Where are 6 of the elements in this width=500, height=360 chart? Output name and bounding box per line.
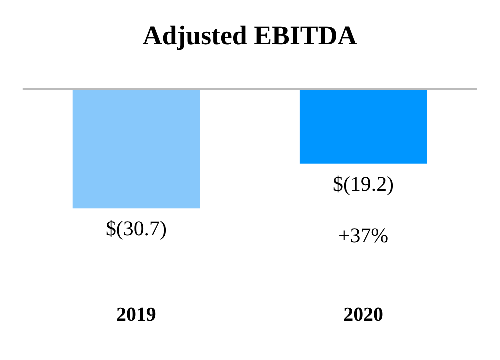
data-label: $(19.2) bbox=[333, 172, 394, 196]
data-label: $(30.7) bbox=[106, 216, 167, 240]
chart-title: Adjusted EBITDA bbox=[142, 20, 358, 50]
x-tick-label: 2019 bbox=[116, 304, 156, 326]
text: +37% bbox=[338, 224, 389, 248]
x-tick-label: 2020 bbox=[344, 304, 384, 326]
